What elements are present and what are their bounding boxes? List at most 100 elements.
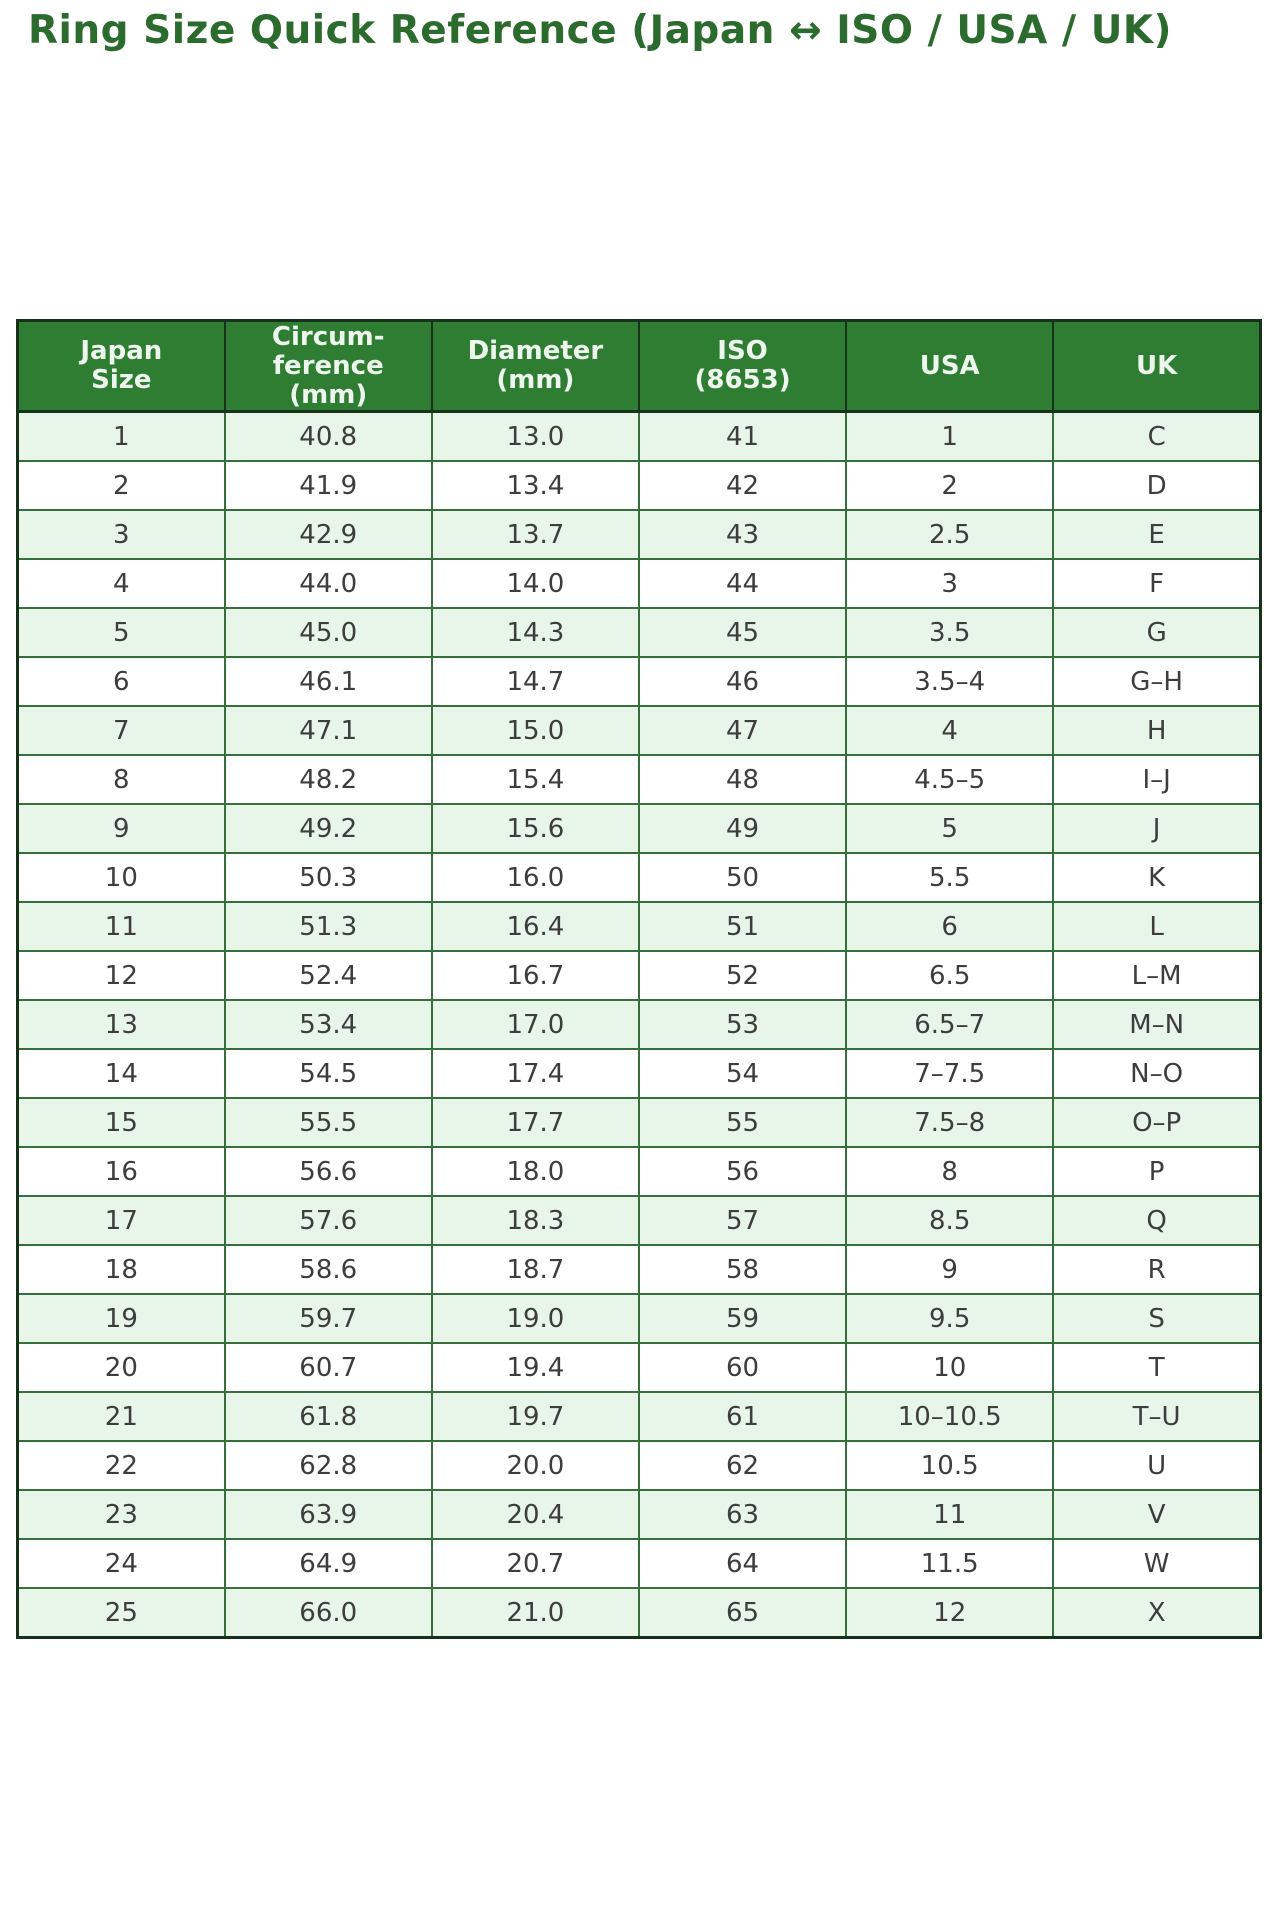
table-cell: 63 xyxy=(637,1489,848,1540)
table-cell: 44 xyxy=(637,558,848,609)
table-cell: 4 xyxy=(16,558,226,609)
table-row: 5 45.0 14.3 45 3.5 G xyxy=(16,607,1262,658)
table-cell: 25 xyxy=(16,1587,226,1639)
table-cell: 19.0 xyxy=(430,1293,640,1344)
table-row: 16 56.6 18.0 56 8 P xyxy=(16,1146,1262,1197)
table-cell: 8 xyxy=(845,1146,1055,1197)
table-cell: P xyxy=(1052,1146,1262,1197)
table-cell: S xyxy=(1052,1293,1262,1344)
table-cell: G xyxy=(1052,607,1262,658)
table-row: 9 49.2 15.6 49 5 J xyxy=(16,803,1262,854)
header-row: Japan Size Circum- ference (mm) Diameter… xyxy=(16,319,1262,413)
table-cell: 15.0 xyxy=(430,705,640,756)
table-cell: T xyxy=(1052,1342,1262,1393)
table-cell: C xyxy=(1052,410,1262,462)
table-row: 7 47.1 15.0 47 4 H xyxy=(16,705,1262,756)
table-cell: 45 xyxy=(637,607,848,658)
table-cell: 55 xyxy=(637,1097,848,1148)
table-row: 25 66.0 21.0 65 12 X xyxy=(16,1587,1262,1639)
table-cell: 21.0 xyxy=(430,1587,640,1639)
table-row: 22 62.8 20.0 62 10.5 U xyxy=(16,1440,1262,1491)
page-title: Ring Size Quick Reference (Japan ↔ ISO /… xyxy=(28,8,1172,53)
table-cell: 7 xyxy=(16,705,226,756)
table-cell: 41 xyxy=(637,410,848,462)
table-cell: 9 xyxy=(845,1244,1055,1295)
table-cell: 20 xyxy=(16,1342,226,1393)
table-cell: 2 xyxy=(845,460,1055,511)
table-cell: 22 xyxy=(16,1440,226,1491)
table-cell: 20.7 xyxy=(430,1538,640,1589)
table-cell: 12 xyxy=(845,1587,1055,1639)
table-row: 17 57.6 18.3 57 8.5 Q xyxy=(16,1195,1262,1246)
table-cell: 11.5 xyxy=(845,1538,1055,1589)
table-cell: 11 xyxy=(845,1489,1055,1540)
table-row: 2 41.9 13.4 42 2 D xyxy=(16,460,1262,511)
table-cell: 3.5 xyxy=(845,607,1055,658)
table-cell: L–M xyxy=(1052,950,1262,1001)
table-cell: M–N xyxy=(1052,999,1262,1050)
table-cell: 8.5 xyxy=(845,1195,1055,1246)
table-cell: 19.7 xyxy=(430,1391,640,1442)
table-row: 21 61.8 19.7 61 10–10.5 T–U xyxy=(16,1391,1262,1442)
table-cell: 11 xyxy=(16,901,226,952)
table-cell: 47 xyxy=(637,705,848,756)
table-row: 4 44.0 14.0 44 3 F xyxy=(16,558,1262,609)
table-cell: 54.5 xyxy=(223,1048,433,1099)
table-cell: 13.4 xyxy=(430,460,640,511)
table-cell: 15 xyxy=(16,1097,226,1148)
table-cell: 40.8 xyxy=(223,410,433,462)
table-cell: 51.3 xyxy=(223,901,433,952)
column-header-iso: ISO (8653) xyxy=(637,319,848,413)
table-cell: 52 xyxy=(637,950,848,1001)
column-header-japan-size: Japan Size xyxy=(16,319,226,413)
table-cell: E xyxy=(1052,509,1262,560)
table-body: 1 40.8 13.0 41 1 C 2 41.9 13.4 42 2 D 3 42.9 13.7 43 2.5… xyxy=(16,410,1262,1639)
table-cell: 8 xyxy=(16,754,226,805)
table-cell: F xyxy=(1052,558,1262,609)
table-cell: 13 xyxy=(16,999,226,1050)
table-cell: J xyxy=(1052,803,1262,854)
table-cell: 53 xyxy=(637,999,848,1050)
table-cell: L xyxy=(1052,901,1262,952)
table-cell: 49 xyxy=(637,803,848,854)
table-row: 14 54.5 17.4 54 7–7.5 N–O xyxy=(16,1048,1262,1099)
table-cell: X xyxy=(1052,1587,1262,1639)
table-row: 18 58.6 18.7 58 9 R xyxy=(16,1244,1262,1295)
table-cell: 18.3 xyxy=(430,1195,640,1246)
table-row: 12 52.4 16.7 52 6.5 L–M xyxy=(16,950,1262,1001)
table-cell: 4.5–5 xyxy=(845,754,1055,805)
table-cell: G–H xyxy=(1052,656,1262,707)
ring-size-table: Japan Size Circum- ference (mm) Diameter… xyxy=(16,319,1262,1639)
table-cell: 13.0 xyxy=(430,410,640,462)
table-row: 8 48.2 15.4 48 4.5–5 I–J xyxy=(16,754,1262,805)
table-cell: 46 xyxy=(637,656,848,707)
table-cell: 13.7 xyxy=(430,509,640,560)
table-cell: 14.3 xyxy=(430,607,640,658)
table-cell: 19.4 xyxy=(430,1342,640,1393)
table-cell: K xyxy=(1052,852,1262,903)
table-cell: 16.7 xyxy=(430,950,640,1001)
table-cell: D xyxy=(1052,460,1262,511)
table-cell: 60 xyxy=(637,1342,848,1393)
table-row: 13 53.4 17.0 53 6.5–7 M–N xyxy=(16,999,1262,1050)
table-cell: 64.9 xyxy=(223,1538,433,1589)
table-cell: I–J xyxy=(1052,754,1262,805)
table-cell: N–O xyxy=(1052,1048,1262,1099)
table-cell: 2.5 xyxy=(845,509,1055,560)
table-cell: 18.7 xyxy=(430,1244,640,1295)
table-cell: 4 xyxy=(845,705,1055,756)
column-header-uk: UK xyxy=(1052,319,1262,413)
table-cell: 6 xyxy=(16,656,226,707)
table-cell: 23 xyxy=(16,1489,226,1540)
table-cell: 19 xyxy=(16,1293,226,1344)
table-cell: 17.7 xyxy=(430,1097,640,1148)
table-cell: 1 xyxy=(845,410,1055,462)
table-cell: 49.2 xyxy=(223,803,433,854)
table-cell: 17 xyxy=(16,1195,226,1246)
table-cell: 10–10.5 xyxy=(845,1391,1055,1442)
table-cell: 56.6 xyxy=(223,1146,433,1197)
table-cell: 16.0 xyxy=(430,852,640,903)
table-cell: 10 xyxy=(845,1342,1055,1393)
table-cell: 58 xyxy=(637,1244,848,1295)
